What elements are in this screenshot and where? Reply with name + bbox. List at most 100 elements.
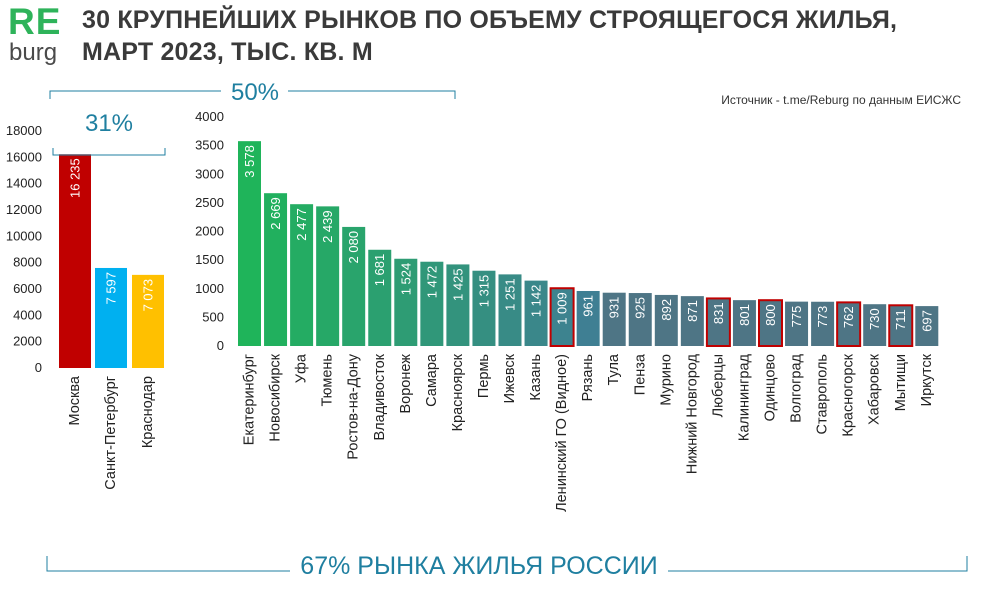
bar-value-label: 801: [737, 304, 752, 326]
bar-Екатеринбург: [238, 141, 261, 346]
bar-Рязань: [576, 290, 600, 346]
bar-value-label: 1 681: [372, 254, 387, 287]
category-label: Уфа: [294, 353, 310, 383]
bar-value-label: 2 439: [320, 210, 335, 243]
bar-value-label: 871: [685, 300, 700, 322]
y-tick-label-right: 1000: [195, 281, 224, 296]
bar-Уфа: [290, 204, 314, 346]
category-label: Екатеринбург: [242, 354, 258, 445]
y-tick-label-right: 2000: [195, 224, 224, 239]
y-tick-label-right: 500: [202, 309, 224, 324]
bar-value-label: 711: [893, 309, 908, 330]
logo-re-text: RE: [8, 1, 62, 42]
bar-Краснодар: [132, 274, 164, 368]
y-tick-label-left: 14000: [6, 176, 42, 191]
bar-Самара: [420, 261, 444, 346]
bar-value-label: 697: [919, 310, 934, 332]
category-label: Пенза: [632, 353, 648, 395]
bar-value-label: 1 472: [424, 266, 439, 299]
chart-title-line-2: МАРТ 2023, ТЫС. КВ. М: [82, 38, 373, 66]
category-label: Тюмень: [320, 354, 336, 407]
y-tick-label-left: 12000: [6, 202, 42, 217]
share-others-label: 50%: [231, 79, 279, 106]
category-label: Хабаровск: [867, 353, 883, 425]
category-label: Пермь: [476, 354, 492, 398]
category-label: Москва: [67, 375, 83, 425]
category-label: Волгоград: [789, 353, 805, 422]
category-label: Санкт-Петербург: [103, 376, 119, 490]
category-label: Нижний Новгород: [684, 353, 700, 474]
category-label: Самара: [424, 353, 440, 407]
y-tick-label-left: 8000: [13, 255, 42, 270]
y-tick-label-right: 3500: [195, 138, 224, 153]
category-label: Люберцы: [710, 354, 726, 417]
y-tick-label-left: 10000: [6, 228, 42, 243]
bar-Ижевск: [498, 274, 522, 346]
y-tick-label-right: 0: [217, 338, 224, 353]
share-others-bracket-left: [49, 90, 221, 99]
category-label: Красноярск: [450, 353, 466, 431]
bar-Мытищи: [888, 304, 914, 348]
bar-value-label: 730: [867, 308, 882, 330]
bar-value-label: 2 080: [346, 231, 361, 264]
share-total-label: 67% РЫНКА ЖИЛЬЯ РОССИИ: [300, 552, 657, 580]
bar-value-label: 2 669: [268, 197, 283, 230]
bar-Казань: [524, 280, 548, 346]
bar-value-label: 1 524: [398, 263, 413, 296]
bar-value-label: 7 597: [104, 272, 119, 305]
bar-value-label: 1 425: [450, 268, 465, 301]
bar-Воронеж: [394, 258, 418, 346]
bar-Калининград: [732, 300, 756, 346]
share-others-bracket-right: [288, 90, 456, 99]
bar-value-label: 2 477: [294, 208, 309, 241]
category-label: Воронеж: [398, 354, 414, 414]
y-tick-label-left: 6000: [13, 281, 42, 296]
bar-Ленинский ГО (Видное): [549, 287, 575, 347]
bar-value-label: 1 009: [555, 292, 570, 325]
bar-Одинцово: [758, 299, 783, 348]
bar-value-label: 831: [711, 302, 726, 324]
bar-Москва: [59, 154, 91, 368]
bar-value-label: 1 142: [529, 285, 544, 318]
bar-Санкт-Петербург: [95, 267, 127, 368]
bar-value-label: 3 578: [242, 145, 257, 178]
bar-value-label: 773: [815, 306, 830, 328]
category-label: Тула: [606, 353, 622, 385]
y-tick-label-right: 2500: [195, 195, 224, 210]
bar-Пенза: [628, 293, 652, 346]
category-label: Мытищи: [893, 354, 909, 411]
y-tick-label-left: 18000: [6, 123, 42, 138]
share-top3-label: 31%: [85, 110, 133, 137]
y-tick-label-right: 1500: [195, 252, 224, 267]
bar-value-label: 961: [581, 295, 596, 317]
bar-Люберцы: [705, 297, 731, 348]
y-tick-label-left: 0: [35, 360, 42, 375]
category-label: Иркутск: [919, 353, 935, 406]
category-label: Ростов-на-Дону: [346, 353, 362, 459]
bar-Нижний Новгород: [680, 296, 704, 346]
bar-value-label: 1 315: [476, 275, 491, 308]
category-label: Казань: [528, 354, 544, 401]
category-label: Красногорск: [841, 353, 857, 436]
bar-value-label: 892: [659, 299, 674, 321]
category-label: Калининград: [736, 353, 752, 441]
share-top3-bracket: [52, 148, 166, 156]
category-label: Мурино: [658, 354, 674, 406]
category-label: Ставрополь: [815, 354, 831, 434]
category-label: Владивосток: [372, 353, 388, 440]
bar-Красноярск: [446, 264, 470, 346]
y-tick-label-left: 2000: [13, 334, 42, 349]
bar-Ростов-на-Дону: [342, 226, 366, 346]
category-label: Краснодар: [140, 376, 156, 448]
category-label: Рязань: [580, 354, 596, 401]
bar-Владивосток: [368, 249, 392, 346]
category-label: Ижевск: [502, 353, 518, 403]
bar-Хабаровск: [863, 304, 887, 346]
y-tick-label-left: 4000: [13, 307, 42, 322]
share-total-bracket-right: [668, 556, 968, 572]
category-label: Новосибирск: [268, 353, 284, 441]
bar-value-label: 931: [607, 297, 622, 319]
category-label: Одинцово: [763, 354, 779, 421]
bar-value-label: 925: [633, 297, 648, 319]
